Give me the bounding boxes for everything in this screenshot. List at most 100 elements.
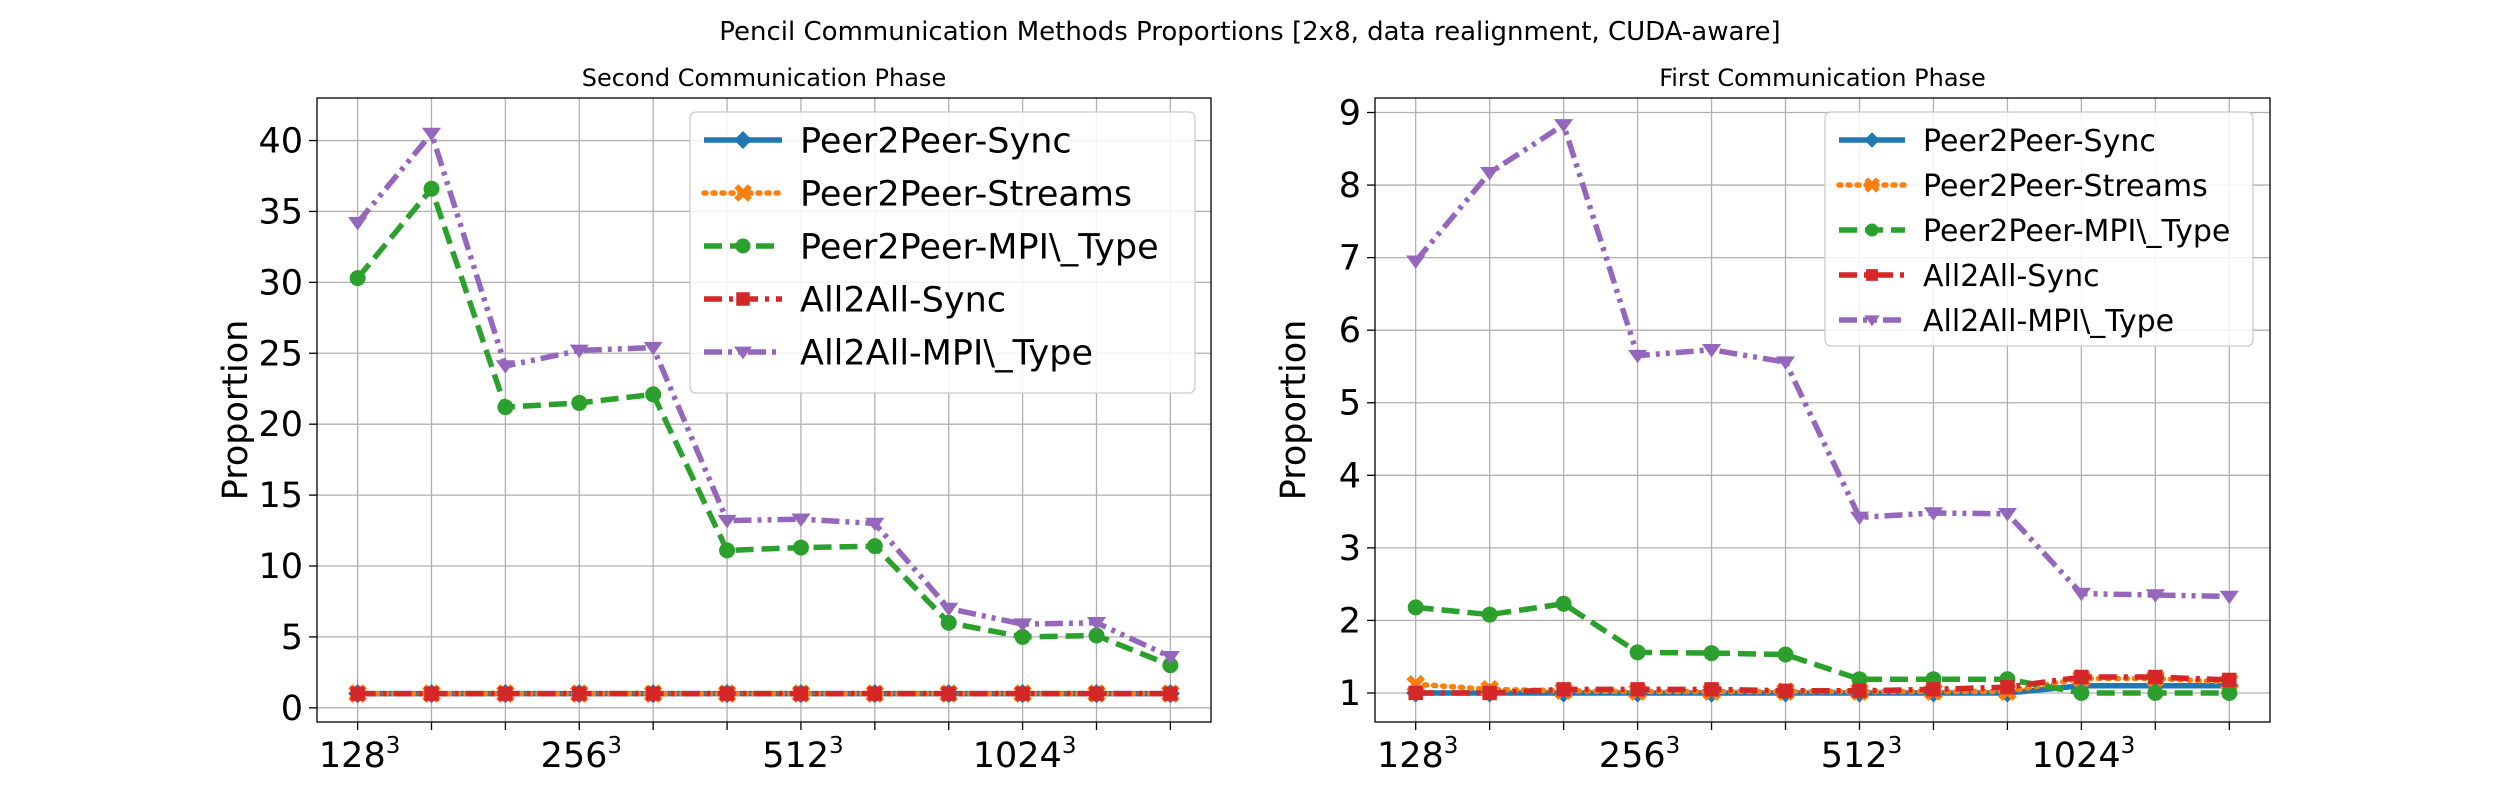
y-tick-label: 0 xyxy=(281,689,303,729)
data-point xyxy=(1704,682,1719,697)
y-tick-label: 30 xyxy=(258,263,303,303)
legend-label: Peer2Peer-Streams xyxy=(1923,169,2208,204)
x-tick-label: 2563 xyxy=(1599,733,1680,776)
data-point xyxy=(1162,657,1179,674)
data-point xyxy=(1088,627,1105,644)
data-point xyxy=(1777,646,1794,663)
x-tick-label: 1283 xyxy=(319,733,400,776)
data-point xyxy=(1012,618,1033,632)
series-line xyxy=(355,130,1172,660)
legend-label: Peer2Peer-Sync xyxy=(800,122,1072,162)
legend-marker xyxy=(736,292,750,306)
legend-marker xyxy=(734,131,752,149)
x-tick-label: 5123 xyxy=(762,733,843,776)
data-point xyxy=(791,513,811,527)
series-all2all-mpi-type xyxy=(1406,119,2239,605)
y-tick-label: 35 xyxy=(258,192,303,232)
legend-marker xyxy=(1866,269,1878,281)
legend-label: Peer2Peer-MPI\_Type xyxy=(800,228,1159,268)
data-point xyxy=(495,360,516,374)
y-tick-label: 9 xyxy=(1339,94,1361,134)
x-axis: 1283 2563 5123 10243 xyxy=(1377,722,2230,776)
data-point xyxy=(348,217,368,231)
series-line xyxy=(1415,674,2230,696)
legend-label: All2All-MPI\_Type xyxy=(800,334,1093,374)
legend-item-peer2peer-sync: Peer2Peer-Sync xyxy=(1839,124,2156,159)
data-point xyxy=(572,686,587,701)
series-group xyxy=(1406,119,2239,703)
data-point xyxy=(1778,683,1793,698)
legend-label: Peer2Peer-Streams xyxy=(800,175,1132,215)
legend-marker xyxy=(734,184,752,202)
data-point xyxy=(1482,685,1497,701)
data-point xyxy=(792,539,809,556)
data-point xyxy=(2222,672,2237,688)
data-point xyxy=(423,180,440,197)
y-tick-label: 40 xyxy=(258,122,303,162)
legend-item-peer2peer-mpi-type: Peer2Peer-MPI\_Type xyxy=(1839,214,2230,249)
data-point xyxy=(643,341,663,356)
subplot-title: Second Communication Phase xyxy=(582,64,946,92)
data-point xyxy=(349,270,366,287)
y-tick-label: 15 xyxy=(258,476,303,516)
data-point xyxy=(1851,671,1868,688)
legend-box xyxy=(689,111,1196,394)
data-point xyxy=(866,538,883,555)
legend-item-peer2peer-mpi-type: Peer2Peer-MPI\_Type xyxy=(704,228,1159,268)
data-point xyxy=(1703,645,1720,662)
series-all2all-mpi-type xyxy=(348,127,1180,665)
data-point xyxy=(1627,349,1648,364)
data-point xyxy=(571,394,588,411)
y-tick-label: 25 xyxy=(258,334,303,374)
data-point xyxy=(865,517,885,532)
data-point xyxy=(1775,356,1796,370)
data-point xyxy=(421,127,442,142)
data-point xyxy=(2221,684,2238,701)
data-point xyxy=(1923,507,1944,521)
y-tick-label: 7 xyxy=(1339,239,1361,279)
legend-marker xyxy=(1864,177,1880,193)
y-tick-label: 3 xyxy=(1339,529,1361,569)
legend-label: All2All-MPI\_Type xyxy=(1923,304,2174,339)
data-point xyxy=(569,344,589,359)
data-point xyxy=(498,686,513,701)
data-point xyxy=(2074,669,2089,685)
data-point xyxy=(2073,684,2090,701)
legend-item-peer2peer-streams: Peer2Peer-Streams xyxy=(701,175,1132,215)
legend-item-all2all-sync: All2All-Sync xyxy=(1839,259,2100,294)
series-line xyxy=(1415,600,2230,696)
legend-label: Peer2Peer-Sync xyxy=(1923,124,2156,159)
series-line xyxy=(355,186,1172,668)
data-point xyxy=(1926,682,1941,697)
series-group xyxy=(348,127,1180,704)
series-line xyxy=(1413,122,2230,600)
data-point xyxy=(940,614,957,631)
y-axis-label: Proportion xyxy=(216,320,256,501)
data-point xyxy=(1997,507,2018,522)
legend-item-all2all-mpi-type: All2All-MPI\_Type xyxy=(1839,304,2174,339)
data-point xyxy=(1630,682,1645,697)
subplot-title: First Communication Phase xyxy=(1659,64,1986,92)
data-point xyxy=(1629,644,1646,661)
data-point xyxy=(2000,679,2015,695)
y-tick-label: 2 xyxy=(1339,601,1361,641)
data-point xyxy=(717,514,737,529)
subplot-second-communication-phase: 0 5 10 15 20 25 30 35 40 1283 2563 5123 10243 Proport… xyxy=(216,64,1212,776)
y-tick-label: 20 xyxy=(258,405,303,445)
y-tick-label: 10 xyxy=(258,547,303,587)
data-point xyxy=(1160,651,1180,665)
data-point xyxy=(1015,686,1030,701)
data-point xyxy=(1481,606,1498,623)
data-point xyxy=(1406,255,1426,269)
y-axis-label: Proportion xyxy=(1274,320,1314,501)
legend-item-all2all-sync: All2All-Sync xyxy=(704,281,1006,321)
data-point xyxy=(1407,599,1424,616)
data-point xyxy=(497,399,514,416)
data-point xyxy=(1086,616,1107,631)
series-all2all-sync xyxy=(350,686,1178,701)
legend-marker xyxy=(734,346,752,360)
legend-item-all2all-mpi-type: All2All-MPI\_Type xyxy=(704,334,1093,374)
y-tick-label: 6 xyxy=(1339,311,1361,351)
y-tick-label: 4 xyxy=(1339,456,1361,496)
